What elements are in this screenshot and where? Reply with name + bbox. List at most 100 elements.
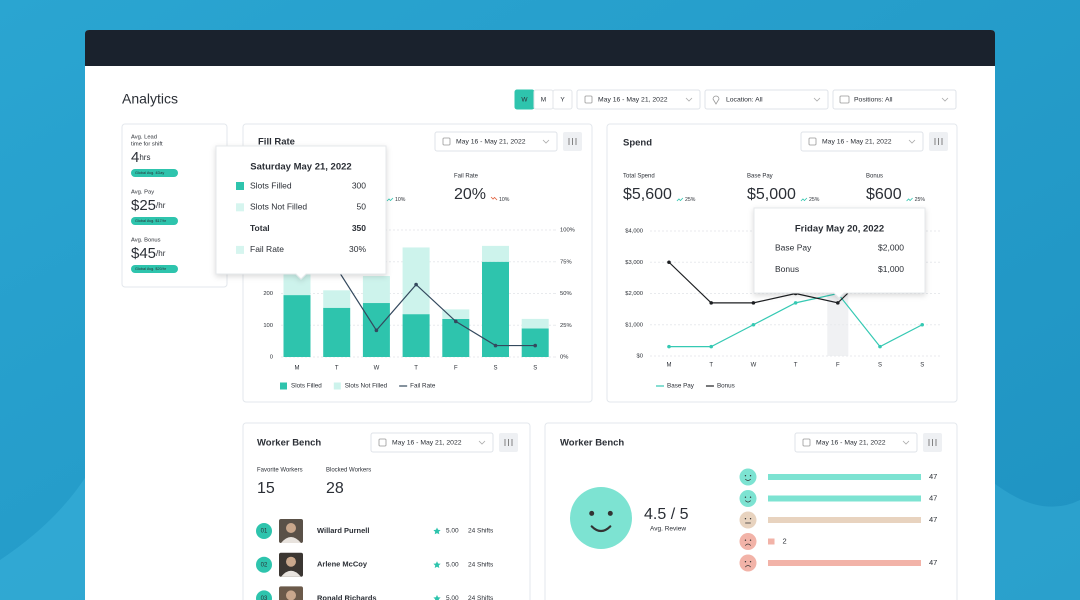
legend-label: Bonus [717,383,735,390]
dropdown-label: May 16 - May 21, 2022 [456,138,526,145]
legend-label: Slots Filled [291,383,322,390]
dropdown[interactable] [704,89,829,110]
face-mouth [590,525,612,533]
dropdown[interactable] [794,432,918,453]
spend-line-point [709,301,713,305]
face-mouth [745,565,751,568]
card-title: Fill Rate [258,137,295,148]
face-mouth [745,500,751,503]
rating: 5.00 [446,561,459,568]
value-number: $25 [131,197,156,214]
face-eye [589,510,595,516]
y2-tick-label: 25% [560,323,572,329]
stat-change: 10% [395,197,406,203]
star-icon [433,561,441,568]
badge [131,265,178,273]
x-tick-label: F [836,363,840,369]
x-tick-label: M [667,363,672,369]
face [739,490,757,507]
bar [768,560,921,566]
chevron [542,139,550,144]
face-eye [749,539,752,541]
bar [402,247,430,315]
fail-rate-line-point [414,282,418,287]
bar [521,318,549,329]
dropdown-label: Positions: All [854,96,893,103]
legend-label: Fail Rate [410,383,436,390]
calendar-icon [378,438,387,447]
rank-badge [256,590,272,600]
dropdown-label: May 16 - May 21, 2022 [392,439,462,446]
fail-rate-line-point [533,343,537,348]
tooltip-swatch [236,203,244,212]
stat-value: $600 [866,186,902,203]
x-tick-label: S [878,363,882,369]
dropdown[interactable] [434,131,558,152]
review-card [544,422,958,600]
legend-swatch [280,382,287,390]
dropdown[interactable] [370,432,494,453]
spend-line-point [667,344,671,349]
value-unit: hrs [139,153,150,162]
face-eye [749,475,752,477]
stat-change: 25% [809,197,820,203]
badge-label: Global Avg. 4Day [135,171,164,175]
spend-line-point [751,301,756,305]
bar-label: 47 [929,493,937,502]
count-label: Blocked Workers [326,468,371,474]
legend-swatch [333,382,341,390]
period-toggle[interactable] [552,89,573,110]
stat-change: 25% [915,197,926,203]
trend-icon [490,196,498,201]
page-title: Analytics [122,91,178,107]
tooltip-swatch [236,245,244,254]
stat-value: $5,600 [623,186,672,203]
tooltip-box [215,145,387,280]
y-tick-label: 100 [263,323,273,329]
trend-icon [906,197,913,202]
fail-rate-line-point [454,319,458,324]
tooltip-label: Base Pay [775,242,812,252]
summary-value: $45/hr [131,245,166,262]
window-top-bar [85,30,995,66]
avatar-head [286,590,296,600]
value-number: $45 [131,245,156,262]
stat-label: Total Spend [623,174,655,180]
value-unit: /hr [156,249,166,258]
face-eye [749,496,752,498]
rank: 01 [261,529,268,535]
count-value: 28 [326,480,344,497]
face-eye [744,539,747,541]
avatar-head [286,523,296,533]
y2-tick-label: 75% [560,259,572,265]
summary-value: $25/hr [131,197,166,214]
x-tick-label: M [295,366,300,372]
face [739,468,757,486]
tooltip-value: $1,000 [878,264,904,274]
y2-tick-label: 50% [560,291,572,297]
trend-icon [386,197,394,202]
spend-line-point [836,301,840,305]
stat-value: 20% [454,186,486,203]
face-eye [749,561,752,563]
dropdown[interactable] [800,131,924,152]
shifts: 24 Shifts [468,528,494,535]
value-number: 4 [131,149,139,166]
stat-value: $5,000 [747,186,796,203]
x-tick-label: S [920,363,924,369]
x-tick-label: S [493,366,497,372]
summary-label: Avg. Pay [131,190,154,196]
dropdown[interactable] [832,89,957,110]
worker-name: Arlene McCoy [317,560,368,569]
card-title: Worker Bench [257,438,321,449]
bar [768,474,921,480]
tooltip-title: Friday May 20, 2022 [795,224,884,235]
y-tick-label: $3,000 [625,260,643,266]
worker-name: Willard Purnell [317,526,369,535]
face-eye [607,510,613,516]
trend-icon [676,197,684,202]
dropdown[interactable] [576,89,701,110]
score-label: Avg. Review [650,526,686,533]
star-icon [433,594,441,600]
